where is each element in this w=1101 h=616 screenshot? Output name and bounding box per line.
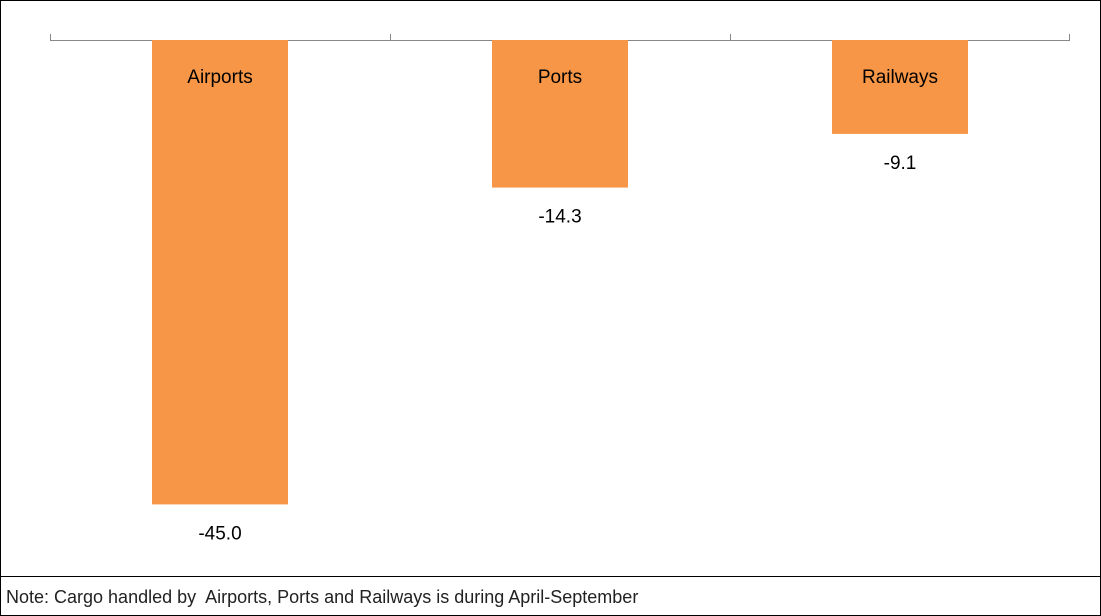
bar: [832, 40, 968, 134]
data-label: -45.0: [198, 523, 241, 544]
category-label: Ports: [538, 67, 582, 88]
note: Note: Cargo handled by Airports, Ports a…: [6, 587, 638, 607]
bar: [152, 40, 288, 505]
category-label: Airports: [187, 67, 252, 88]
data-label: -9.1: [884, 153, 917, 174]
category-label: Railways: [862, 67, 938, 88]
axis-ticks: [50, 34, 1070, 41]
bar: [492, 40, 628, 188]
data-label: -14.3: [538, 207, 581, 228]
